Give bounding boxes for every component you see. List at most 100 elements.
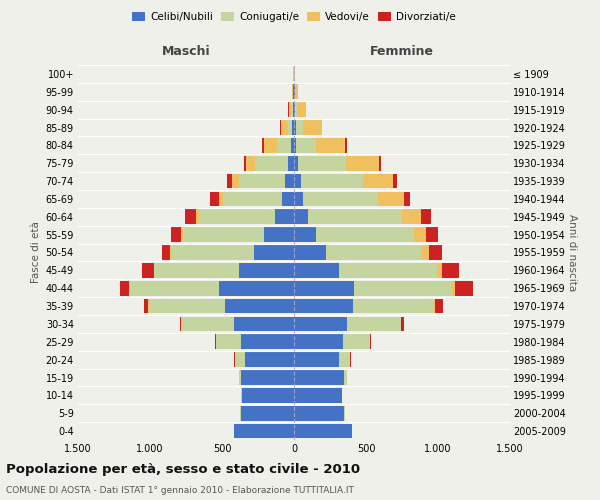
Bar	[239, 263, 294, 278]
Bar	[241, 334, 294, 349]
Bar	[294, 156, 298, 170]
Bar	[294, 316, 347, 331]
Bar	[379, 156, 381, 170]
Bar	[413, 228, 427, 242]
Bar	[294, 281, 355, 295]
Bar	[211, 192, 219, 206]
Bar	[353, 298, 434, 314]
Bar	[294, 334, 343, 349]
Bar	[149, 298, 225, 314]
Bar	[296, 120, 303, 135]
Bar	[286, 174, 294, 188]
Bar	[363, 174, 394, 188]
Bar	[296, 138, 316, 152]
Bar	[294, 245, 326, 260]
Bar	[294, 174, 301, 188]
Bar	[394, 174, 397, 188]
Bar	[245, 352, 294, 367]
Y-axis label: Anni di nascita: Anni di nascita	[567, 214, 577, 291]
Bar	[291, 138, 294, 152]
Bar	[223, 192, 283, 206]
Bar	[295, 84, 298, 99]
Bar	[180, 316, 181, 331]
Bar	[294, 138, 296, 152]
Bar	[293, 102, 294, 117]
Bar	[183, 228, 264, 242]
Bar	[343, 334, 370, 349]
Bar	[298, 102, 306, 117]
Bar	[161, 245, 170, 260]
Bar	[247, 156, 255, 170]
Bar	[244, 156, 247, 170]
Text: Maschi: Maschi	[161, 45, 211, 58]
Bar	[199, 210, 275, 224]
Bar	[430, 245, 442, 260]
Bar	[295, 102, 298, 117]
Bar	[355, 281, 452, 295]
Bar	[255, 156, 288, 170]
Bar	[154, 263, 239, 278]
Bar	[281, 120, 288, 135]
Bar	[262, 138, 264, 152]
Bar	[294, 424, 352, 438]
Bar	[280, 120, 281, 135]
Y-axis label: Fasce di età: Fasce di età	[31, 222, 41, 284]
Bar	[215, 334, 216, 349]
Bar	[294, 298, 353, 314]
Bar	[264, 138, 277, 152]
Bar	[341, 388, 342, 402]
Bar	[277, 138, 291, 152]
Bar	[427, 228, 438, 242]
Bar	[225, 298, 294, 314]
Bar	[294, 352, 338, 367]
Bar	[346, 156, 379, 170]
Bar	[338, 352, 350, 367]
Bar	[294, 388, 341, 402]
Bar	[289, 102, 292, 117]
Bar	[326, 245, 421, 260]
Bar	[338, 263, 437, 278]
Bar	[294, 370, 344, 385]
Bar	[254, 245, 294, 260]
Bar	[283, 192, 294, 206]
Bar	[294, 210, 308, 224]
Bar	[304, 192, 378, 206]
Bar	[216, 334, 241, 349]
Bar	[219, 192, 223, 206]
Bar	[294, 192, 304, 206]
Bar	[239, 174, 286, 188]
Bar	[130, 281, 219, 295]
Bar	[219, 281, 294, 295]
Bar	[294, 228, 316, 242]
Bar	[288, 120, 292, 135]
Bar	[294, 66, 295, 81]
Bar	[292, 102, 293, 117]
Bar	[303, 120, 322, 135]
Bar	[235, 352, 245, 367]
Bar	[404, 192, 410, 206]
Bar	[294, 263, 338, 278]
Bar	[344, 370, 347, 385]
Text: Popolazione per età, sesso e stato civile - 2010: Popolazione per età, sesso e stato civil…	[6, 462, 360, 475]
Bar	[402, 210, 421, 224]
Bar	[442, 263, 459, 278]
Bar	[370, 334, 371, 349]
Bar	[437, 263, 442, 278]
Bar	[421, 210, 431, 224]
Bar	[345, 138, 347, 152]
Bar	[185, 210, 196, 224]
Bar	[233, 316, 294, 331]
Bar	[121, 281, 129, 295]
Bar	[233, 424, 294, 438]
Bar	[142, 263, 154, 278]
Bar	[241, 406, 294, 420]
Bar	[435, 298, 443, 314]
Bar	[347, 316, 401, 331]
Bar	[316, 138, 345, 152]
Bar	[401, 316, 404, 331]
Bar	[172, 245, 254, 260]
Bar	[181, 228, 183, 242]
Bar	[294, 102, 295, 117]
Bar	[264, 228, 294, 242]
Text: Femmine: Femmine	[370, 45, 434, 58]
